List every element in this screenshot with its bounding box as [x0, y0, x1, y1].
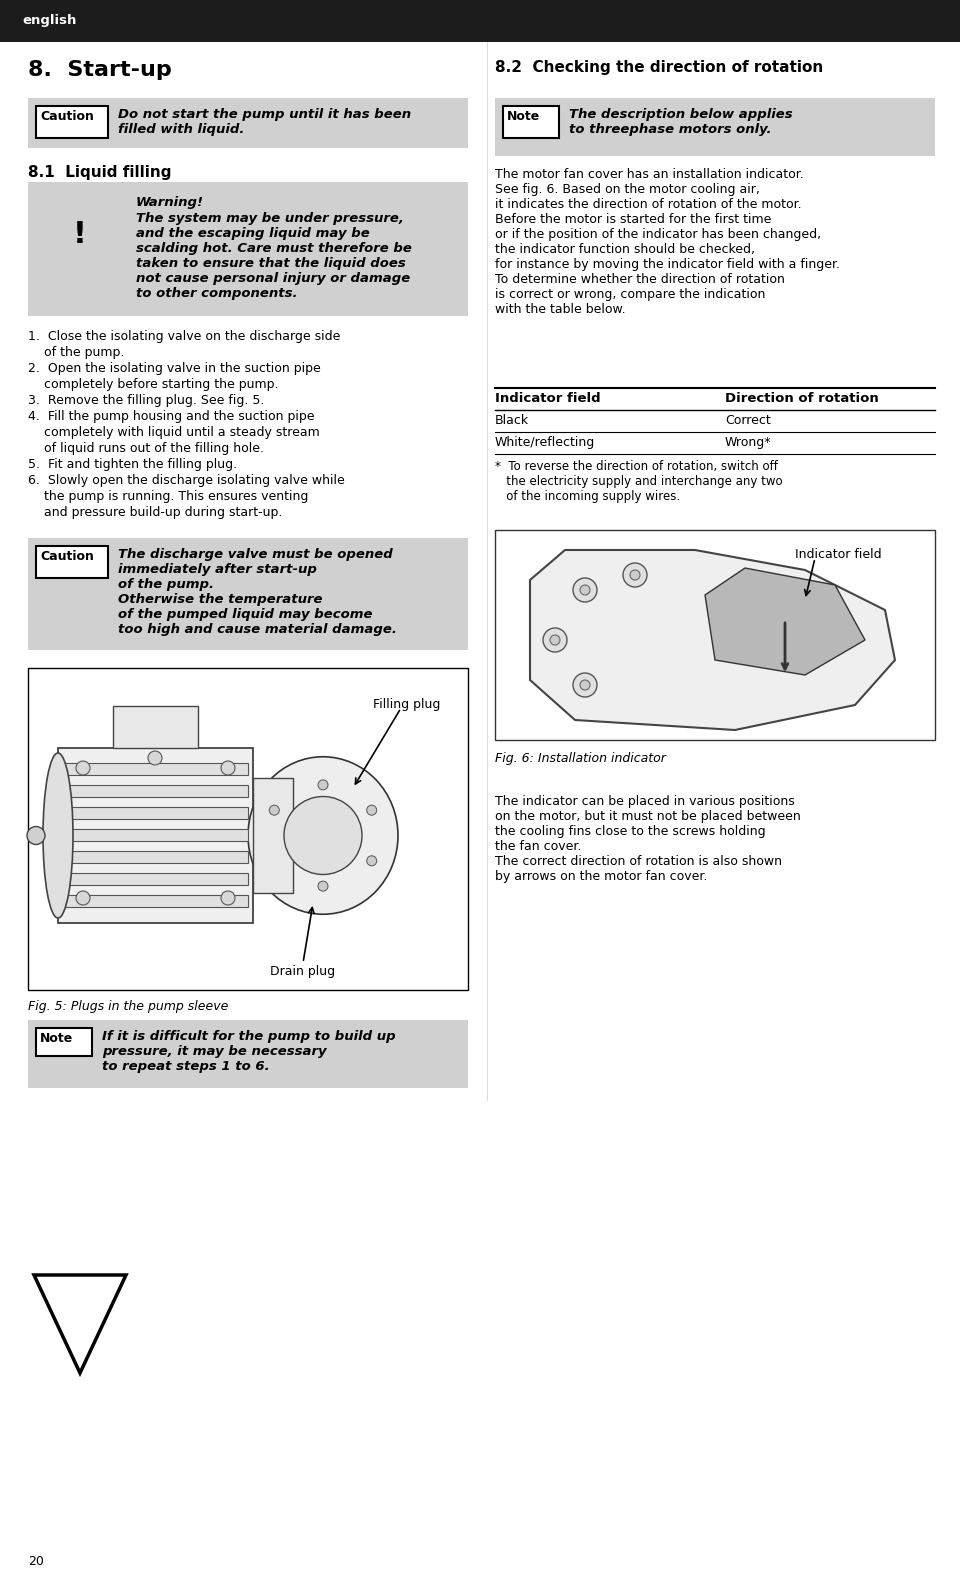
Text: of liquid runs out of the filling hole.: of liquid runs out of the filling hole.: [28, 442, 264, 455]
Text: The system may be under pressure,
and the escaping liquid may be
scalding hot. C: The system may be under pressure, and th…: [136, 212, 412, 300]
Text: Indicator field: Indicator field: [495, 392, 601, 404]
Text: english: english: [22, 14, 77, 27]
Bar: [0, 0, 960, 42]
Text: Note: Note: [507, 110, 540, 123]
Text: Correct: Correct: [725, 414, 771, 426]
Text: completely before starting the pump.: completely before starting the pump.: [28, 378, 278, 392]
Text: *  To reverse the direction of rotation, switch off
   the electricity supply an: * To reverse the direction of rotation, …: [495, 459, 782, 503]
Circle shape: [148, 750, 162, 764]
Bar: [253, 779, 293, 893]
Circle shape: [221, 761, 235, 775]
Text: White/reflecting: White/reflecting: [495, 436, 595, 448]
Circle shape: [27, 826, 45, 845]
Circle shape: [630, 569, 640, 580]
Bar: [63, 829, 248, 842]
Text: 20: 20: [28, 1556, 44, 1568]
Circle shape: [550, 635, 560, 645]
Polygon shape: [34, 1276, 126, 1373]
Text: Do not start the pump until it has been
filled with liquid.: Do not start the pump until it has been …: [118, 109, 411, 135]
Bar: [495, 530, 935, 739]
Polygon shape: [705, 568, 865, 675]
Text: Note: Note: [40, 1032, 73, 1044]
Bar: [28, 1019, 468, 1089]
Circle shape: [543, 628, 567, 651]
Text: 3.  Remove the filling plug. See fig. 5.: 3. Remove the filling plug. See fig. 5.: [28, 393, 264, 407]
Text: 5.  Fit and tighten the filling plug.: 5. Fit and tighten the filling plug.: [28, 458, 237, 470]
Bar: [63, 895, 248, 908]
Text: and pressure build-up during start-up.: and pressure build-up during start-up.: [28, 507, 282, 519]
Circle shape: [573, 577, 597, 602]
Circle shape: [270, 805, 279, 815]
Text: !: !: [73, 220, 87, 249]
Text: 8.  Start-up: 8. Start-up: [28, 60, 172, 80]
Text: Caution: Caution: [40, 110, 94, 123]
Bar: [28, 98, 468, 148]
Text: The description below applies
to threephase motors only.: The description below applies to threeph…: [569, 109, 793, 135]
Circle shape: [318, 881, 328, 892]
Circle shape: [623, 563, 647, 587]
Circle shape: [573, 673, 597, 697]
Text: The indicator can be placed in various positions
on the motor, but it must not b: The indicator can be placed in various p…: [495, 794, 801, 882]
Ellipse shape: [43, 753, 73, 919]
Ellipse shape: [248, 757, 398, 914]
Text: The discharge valve must be opened
immediately after start-up
of the pump.
Other: The discharge valve must be opened immed…: [118, 547, 396, 635]
Text: The motor fan cover has an installation indicator.
See fig. 6. Based on the moto: The motor fan cover has an installation …: [495, 168, 840, 316]
Bar: [63, 763, 248, 775]
Text: 2.  Open the isolating valve in the suction pipe: 2. Open the isolating valve in the sucti…: [28, 362, 321, 374]
Text: If it is difficult for the pump to build up
pressure, it may be necessary
to rep: If it is difficult for the pump to build…: [102, 1030, 396, 1073]
Bar: [495, 98, 935, 156]
Text: Indicator field: Indicator field: [795, 547, 881, 562]
Circle shape: [221, 890, 235, 904]
Circle shape: [580, 585, 590, 595]
Polygon shape: [530, 551, 895, 730]
Circle shape: [367, 856, 376, 865]
Text: Caution: Caution: [40, 551, 94, 563]
Text: completely with liquid until a steady stream: completely with liquid until a steady st…: [28, 426, 320, 439]
Text: Fig. 5: Plugs in the pump sleeve: Fig. 5: Plugs in the pump sleeve: [28, 1000, 228, 1013]
Bar: [63, 807, 248, 820]
Bar: [28, 669, 468, 989]
Text: 8.1  Liquid filling: 8.1 Liquid filling: [28, 165, 172, 179]
Text: Direction of rotation: Direction of rotation: [725, 392, 878, 404]
Circle shape: [284, 796, 362, 875]
Circle shape: [76, 890, 90, 904]
Text: Wrong*: Wrong*: [725, 436, 772, 448]
Text: 6.  Slowly open the discharge isolating valve while: 6. Slowly open the discharge isolating v…: [28, 473, 345, 488]
Text: 1.  Close the isolating valve on the discharge side: 1. Close the isolating valve on the disc…: [28, 330, 341, 343]
Text: Drain plug: Drain plug: [271, 964, 336, 978]
Bar: [28, 182, 468, 316]
Text: 8.2  Checking the direction of rotation: 8.2 Checking the direction of rotation: [495, 60, 824, 76]
Circle shape: [580, 680, 590, 691]
Circle shape: [318, 780, 328, 790]
Text: 4.  Fill the pump housing and the suction pipe: 4. Fill the pump housing and the suction…: [28, 411, 315, 423]
Circle shape: [76, 761, 90, 775]
Text: Black: Black: [495, 414, 529, 426]
Text: Filling plug: Filling plug: [373, 698, 441, 711]
Circle shape: [367, 805, 376, 815]
Bar: [28, 538, 468, 650]
Bar: [63, 851, 248, 864]
Text: Fig. 6: Installation indicator: Fig. 6: Installation indicator: [495, 752, 666, 764]
Text: the pump is running. This ensures venting: the pump is running. This ensures ventin…: [28, 491, 308, 503]
Bar: [36, 105, 108, 138]
Bar: [36, 1029, 92, 1055]
Bar: [63, 785, 248, 798]
Bar: [58, 749, 253, 923]
Text: Warning!: Warning!: [136, 197, 204, 209]
Bar: [503, 105, 559, 138]
Bar: [36, 546, 108, 577]
Bar: [63, 873, 248, 886]
Bar: [113, 706, 198, 749]
Text: of the pump.: of the pump.: [28, 346, 125, 359]
